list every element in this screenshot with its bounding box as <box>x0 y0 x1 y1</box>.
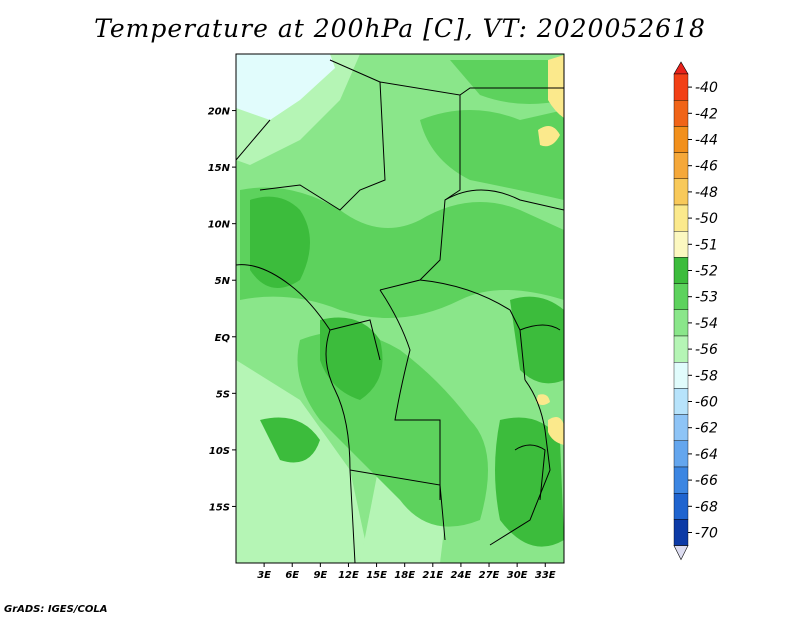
lon-tick-label: 33E <box>535 570 556 581</box>
map-fill <box>236 54 564 563</box>
colorbar-bottom-triangle <box>673 545 689 561</box>
colorbar-bin <box>673 126 689 153</box>
colorbar-bin <box>673 309 689 337</box>
colorbar-label: -53 <box>695 290 718 306</box>
lon-tick-label: 21E <box>422 570 443 581</box>
country-borders <box>236 59 564 563</box>
colorbar-label: -40 <box>695 80 718 96</box>
lon-tick-label: 15E <box>366 570 387 581</box>
lat-tick-label: 15N <box>208 163 231 174</box>
colorbar-bin <box>673 99 689 127</box>
lon-tick-label: 24E <box>451 570 472 581</box>
colorbar-label: -48 <box>695 185 718 201</box>
lat-tick-label: 10S <box>209 446 230 457</box>
colorbar-label: -62 <box>695 421 718 437</box>
colorbar-bin <box>673 493 689 520</box>
colorbar-label: -68 <box>695 499 718 515</box>
lat-tick-label: 5S <box>216 389 230 400</box>
lon-tick-label: 6E <box>285 570 299 581</box>
lat-tick-label: 10N <box>208 220 231 231</box>
colorbar-bin <box>673 335 689 363</box>
colorbar-bin <box>673 440 689 468</box>
colorbar-label: -52 <box>695 264 718 280</box>
colorbar-top-triangle <box>673 61 689 75</box>
colorbar-label: -42 <box>695 106 718 122</box>
colorbar-bin <box>673 362 689 389</box>
colorbar-bin <box>673 178 689 206</box>
lat-tick-label: 15S <box>209 502 230 513</box>
colorbar-bin <box>673 388 689 415</box>
lat-tick-label: 5N <box>215 276 231 287</box>
colorbar-bin <box>673 519 689 546</box>
colorbar-label: -64 <box>695 447 718 463</box>
colorbar-bin <box>673 283 689 311</box>
colorbar-label: -66 <box>695 473 718 489</box>
lon-tick-label: 9E <box>313 570 327 581</box>
longitude-ticks: 3E 6E 9E 12E 15E 18E 21E 24E 27E 30E 33E <box>257 563 556 581</box>
colorbar-label: -60 <box>695 395 718 411</box>
colorbar-label: -50 <box>695 211 718 227</box>
colorbar: -40 -42 -44 -46 -48 -50 -51 -52 -53 -54 -56 -58 -60 -… <box>673 61 718 561</box>
colorbar-bin <box>673 257 689 284</box>
colorbar-label: -58 <box>695 368 718 384</box>
colorbar-label: -44 <box>695 133 718 149</box>
map-title: Temperature at 200hPa [C], VT: 202005261… <box>94 14 706 43</box>
lon-tick-label: 3E <box>257 570 271 581</box>
latitude-ticks: 20N 15N 10N 5N EQ 5S 10S 15S <box>208 107 236 513</box>
map-frame <box>235 53 565 564</box>
colorbar-label: -54 <box>695 316 718 332</box>
colorbar-bin <box>673 414 689 442</box>
colorbar-bin <box>673 73 689 101</box>
colorbar-label: -56 <box>695 342 718 358</box>
colorbar-label: -46 <box>695 159 718 175</box>
lat-tick-label: 20N <box>208 107 231 118</box>
lon-tick-label: 27E <box>479 570 500 581</box>
colorbar-label: -70 <box>695 526 718 542</box>
colorbar-label: -51 <box>695 237 718 253</box>
colorbar-bin <box>673 204 689 232</box>
colorbar-bin <box>673 230 689 258</box>
colorbar-bin <box>673 466 689 494</box>
lon-tick-label: 18E <box>394 570 415 581</box>
colorbar-bin <box>673 152 689 180</box>
lon-tick-label: 30E <box>507 570 528 581</box>
lat-tick-label: EQ <box>215 333 231 344</box>
grads-credit: GrADS: IGES/COLA <box>4 604 108 615</box>
lon-tick-label: 12E <box>338 570 359 581</box>
